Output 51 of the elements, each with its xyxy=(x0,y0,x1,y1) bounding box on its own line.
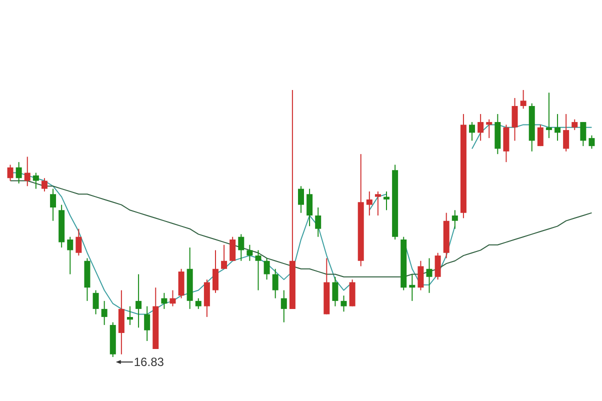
candlestick xyxy=(221,244,228,270)
candlestick xyxy=(101,300,108,326)
candlestick xyxy=(264,258,270,280)
candlestick xyxy=(588,134,595,150)
candlestick xyxy=(195,298,202,310)
candlestick xyxy=(7,164,14,182)
candlestick xyxy=(161,292,168,310)
candlestick xyxy=(418,260,424,291)
candlestick xyxy=(306,188,313,227)
candlestick xyxy=(16,162,22,184)
candlestick xyxy=(238,234,244,262)
candlestick xyxy=(546,92,552,139)
candlestick xyxy=(24,156,30,187)
candlestick xyxy=(272,268,278,299)
candlestick xyxy=(212,250,218,294)
candlestick xyxy=(563,114,570,152)
candlestick xyxy=(246,244,253,262)
candlestick xyxy=(32,172,39,190)
candlestick xyxy=(452,210,458,230)
candlestick xyxy=(230,236,236,262)
candlestick xyxy=(136,274,142,328)
candlestick xyxy=(332,276,338,307)
candlestick xyxy=(384,190,390,211)
candlestick xyxy=(409,274,416,302)
candlestick xyxy=(67,236,74,275)
candlestick xyxy=(537,124,544,147)
candlestick xyxy=(280,290,287,323)
candlestick xyxy=(572,118,578,131)
candlestick xyxy=(144,306,150,342)
candlestick xyxy=(512,98,518,142)
candlestick xyxy=(298,186,304,214)
candlestick xyxy=(315,206,322,238)
candlestick xyxy=(434,252,441,280)
candlestick xyxy=(374,190,381,216)
candlestick xyxy=(41,178,48,192)
candlestick xyxy=(486,118,492,139)
candlestick xyxy=(426,258,432,294)
annotation: 16.83 xyxy=(134,355,164,369)
candlestick xyxy=(50,188,56,222)
candlestick xyxy=(255,250,262,291)
candlestick xyxy=(478,114,484,142)
candlestick xyxy=(366,190,372,216)
candlestick xyxy=(170,290,176,307)
candlestick xyxy=(580,122,586,147)
candlestick xyxy=(554,114,561,142)
candlestick xyxy=(340,295,347,312)
candlestick xyxy=(92,290,99,315)
candlestick xyxy=(126,306,133,326)
candlestick xyxy=(76,228,82,256)
candlestick xyxy=(469,122,476,142)
candlestick xyxy=(520,90,526,110)
